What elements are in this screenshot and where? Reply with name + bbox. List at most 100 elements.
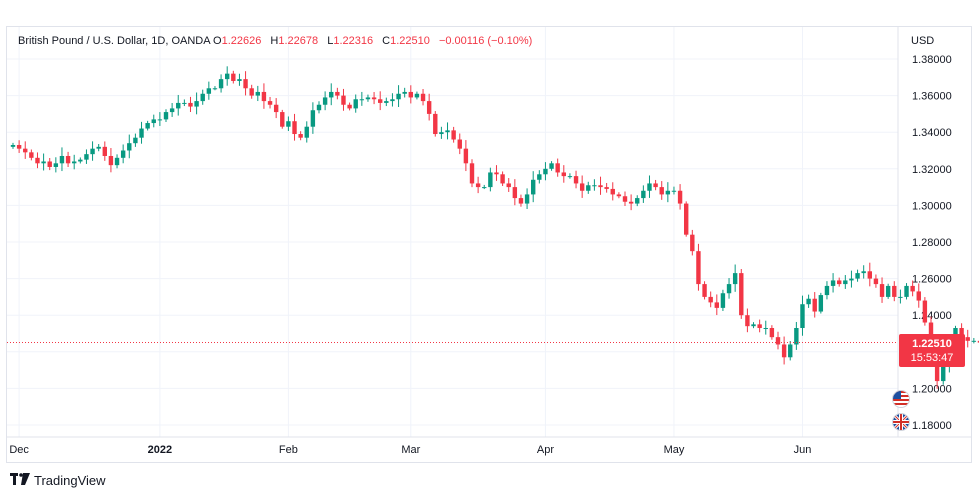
candle[interactable] xyxy=(206,81,212,100)
candle[interactable] xyxy=(739,268,744,319)
candle[interactable] xyxy=(677,184,683,210)
candle[interactable] xyxy=(322,91,328,111)
candle[interactable] xyxy=(635,195,640,207)
candle[interactable] xyxy=(867,262,872,287)
candle[interactable] xyxy=(555,158,560,177)
candle[interactable] xyxy=(763,320,768,335)
candle[interactable] xyxy=(298,131,303,141)
candle[interactable] xyxy=(879,277,885,303)
candle[interactable] xyxy=(775,331,781,350)
candle[interactable] xyxy=(188,96,193,113)
candle[interactable] xyxy=(16,140,22,153)
candle[interactable] xyxy=(218,74,224,93)
candle[interactable] xyxy=(837,277,842,287)
candle[interactable] xyxy=(751,322,756,329)
candle[interactable] xyxy=(665,182,671,203)
candle[interactable] xyxy=(347,102,352,111)
candle[interactable] xyxy=(286,116,291,131)
candle[interactable] xyxy=(10,142,16,149)
candle[interactable] xyxy=(543,162,548,181)
candle[interactable] xyxy=(231,70,236,84)
candle[interactable] xyxy=(622,191,628,207)
candle[interactable] xyxy=(249,84,254,99)
candle[interactable] xyxy=(616,192,622,199)
candle[interactable] xyxy=(745,308,750,333)
candle[interactable] xyxy=(108,148,114,173)
candle[interactable] xyxy=(133,133,138,147)
candle[interactable] xyxy=(598,176,603,195)
candle[interactable] xyxy=(708,291,713,308)
candle[interactable] xyxy=(267,96,273,109)
candle[interactable] xyxy=(830,273,836,293)
candle[interactable] xyxy=(910,280,915,297)
candle[interactable] xyxy=(494,165,499,181)
us-flag-icon[interactable] xyxy=(892,390,910,408)
candle[interactable] xyxy=(243,71,248,96)
candle[interactable] xyxy=(280,109,285,129)
candle[interactable] xyxy=(849,270,854,288)
candle[interactable] xyxy=(194,92,199,115)
candle[interactable] xyxy=(390,93,395,107)
candle[interactable] xyxy=(96,144,101,152)
candle[interactable] xyxy=(200,89,205,105)
candle[interactable] xyxy=(977,335,979,347)
candle[interactable] xyxy=(702,281,707,300)
candle[interactable] xyxy=(47,158,52,171)
candle[interactable] xyxy=(59,147,65,172)
candle[interactable] xyxy=(818,292,824,314)
candle[interactable] xyxy=(384,97,389,107)
candle[interactable] xyxy=(212,86,218,91)
candle[interactable] xyxy=(653,179,658,191)
candle[interactable] xyxy=(885,283,891,299)
candle[interactable] xyxy=(579,175,585,198)
candle[interactable] xyxy=(182,99,187,107)
candle[interactable] xyxy=(720,289,726,312)
candle[interactable] xyxy=(139,121,144,144)
candle[interactable] xyxy=(573,170,579,189)
candle[interactable] xyxy=(304,121,309,143)
candle[interactable] xyxy=(151,114,156,128)
candle[interactable] xyxy=(145,120,150,131)
candle[interactable] xyxy=(518,194,524,207)
candle[interactable] xyxy=(261,83,267,109)
candle[interactable] xyxy=(971,337,977,344)
candle[interactable] xyxy=(72,154,77,170)
candle[interactable] xyxy=(788,341,793,361)
candle[interactable] xyxy=(922,297,928,326)
candle[interactable] xyxy=(904,283,909,300)
candle[interactable] xyxy=(127,134,132,159)
candle[interactable] xyxy=(824,281,830,300)
candle[interactable] xyxy=(592,179,597,191)
candle[interactable] xyxy=(769,325,775,340)
candle[interactable] xyxy=(439,126,444,139)
candle[interactable] xyxy=(335,87,340,100)
candle[interactable] xyxy=(273,98,279,119)
candle[interactable] xyxy=(420,89,426,106)
candle[interactable] xyxy=(561,165,566,183)
candle[interactable] xyxy=(237,73,242,86)
candle[interactable] xyxy=(378,91,383,111)
candle[interactable] xyxy=(353,94,358,113)
candle[interactable] xyxy=(628,194,634,211)
candle[interactable] xyxy=(586,181,591,194)
candle[interactable] xyxy=(35,152,40,169)
candle[interactable] xyxy=(102,141,107,161)
candle[interactable] xyxy=(794,321,799,350)
candle[interactable] xyxy=(671,186,677,195)
candle[interactable] xyxy=(726,278,732,299)
candle[interactable] xyxy=(812,292,817,318)
candle[interactable] xyxy=(531,171,536,203)
candle[interactable] xyxy=(482,184,487,190)
candle[interactable] xyxy=(469,159,475,188)
candle[interactable] xyxy=(898,289,903,304)
candle[interactable] xyxy=(843,275,848,289)
candle[interactable] xyxy=(457,133,462,155)
candle[interactable] xyxy=(757,319,762,333)
candle[interactable] xyxy=(29,149,34,161)
candle[interactable] xyxy=(120,144,126,164)
candle[interactable] xyxy=(549,161,554,171)
candle[interactable] xyxy=(292,113,297,141)
candle[interactable] xyxy=(604,182,609,193)
candle[interactable] xyxy=(371,92,377,105)
candle[interactable] xyxy=(610,182,615,201)
